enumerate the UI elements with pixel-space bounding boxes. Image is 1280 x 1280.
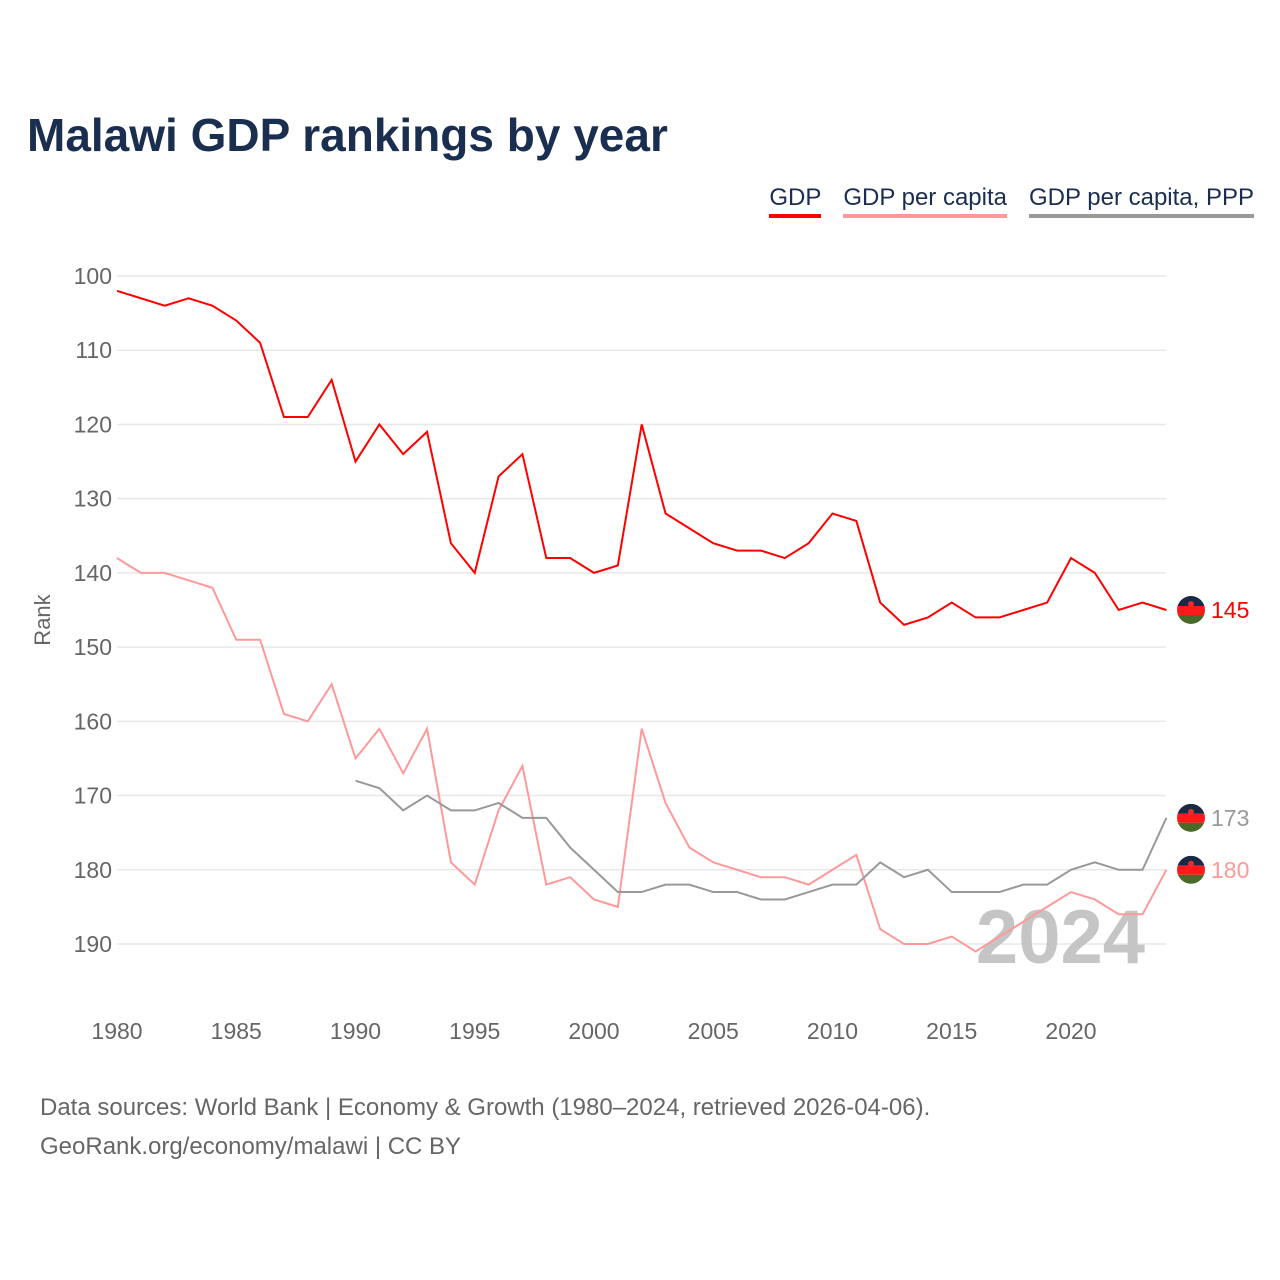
end-value-label: 180 [1211,857,1249,883]
series-line-gdp [116,289,1167,626]
series-line-gdp-per-capita-ppp [355,779,1168,901]
y-tick-label: 150 [74,634,112,660]
legend-gdp-per-capita-ppp[interactable]: GDP per capita, PPP [1029,184,1254,218]
y-axis-label: Rank [30,593,55,645]
year-watermark: 2024 [976,895,1145,980]
flag-green-stripe [1177,874,1205,884]
x-tick-label: 2015 [926,1018,977,1044]
series-line-gdp-per-capita [116,557,1168,953]
x-tick-label: 2010 [807,1018,858,1044]
flag-body [1177,855,1205,884]
flag-body [1177,596,1205,624]
flag-sun [1188,808,1194,815]
malawi-flag-icon [1177,803,1205,832]
y-tick-label: 110 [75,337,112,363]
legend-gdp[interactable]: GDP [769,184,822,218]
malawi-flag-icon [1177,596,1205,624]
end-value-label: 145 [1211,597,1249,623]
flag-red-stripe [1177,813,1205,823]
source-link[interactable]: GeoRank.org/economy/malawi | CC BY [40,1133,462,1160]
flag-green-stripe [1177,822,1205,832]
y-tick-label: 140 [74,560,112,586]
chart-title: Malawi GDP rankings by year [27,109,668,161]
flag-sun [1188,601,1194,607]
y-tick-label: 170 [74,783,112,809]
x-tick-label: 1990 [330,1018,381,1044]
y-tick-label: 120 [74,411,112,437]
y-tick-label: 190 [74,931,112,957]
y-tick-label: 180 [74,857,112,883]
end-value-label: 173 [1211,805,1249,831]
flag-green-stripe [1177,615,1205,624]
x-tick-label: 1985 [211,1018,262,1044]
y-tick-label: 160 [74,708,112,734]
data-sources: Data sources: World Bank | Economy & Gro… [40,1094,931,1121]
legend: GDP GDP per capita GDP per capita, PPP [769,184,1254,218]
x-tick-label: 2020 [1045,1018,1096,1044]
x-tick-label: 1980 [91,1018,142,1044]
malawi-flag-icon [1177,855,1205,884]
flag-red-stripe [1177,865,1205,875]
flag-body [1177,803,1205,832]
x-tick-label: 1995 [449,1018,500,1044]
flag-red-stripe [1177,606,1205,615]
flag-sun [1188,860,1194,867]
x-tick-label: 2005 [688,1018,739,1044]
y-tick-label: 100 [74,263,112,289]
x-tick-label: 2000 [568,1018,619,1044]
footer: Data sources: World Bank | Economy & Gro… [40,1088,930,1166]
legend-gdp-per-capita[interactable]: GDP per capita [843,184,1007,218]
y-tick-label: 130 [74,486,112,512]
